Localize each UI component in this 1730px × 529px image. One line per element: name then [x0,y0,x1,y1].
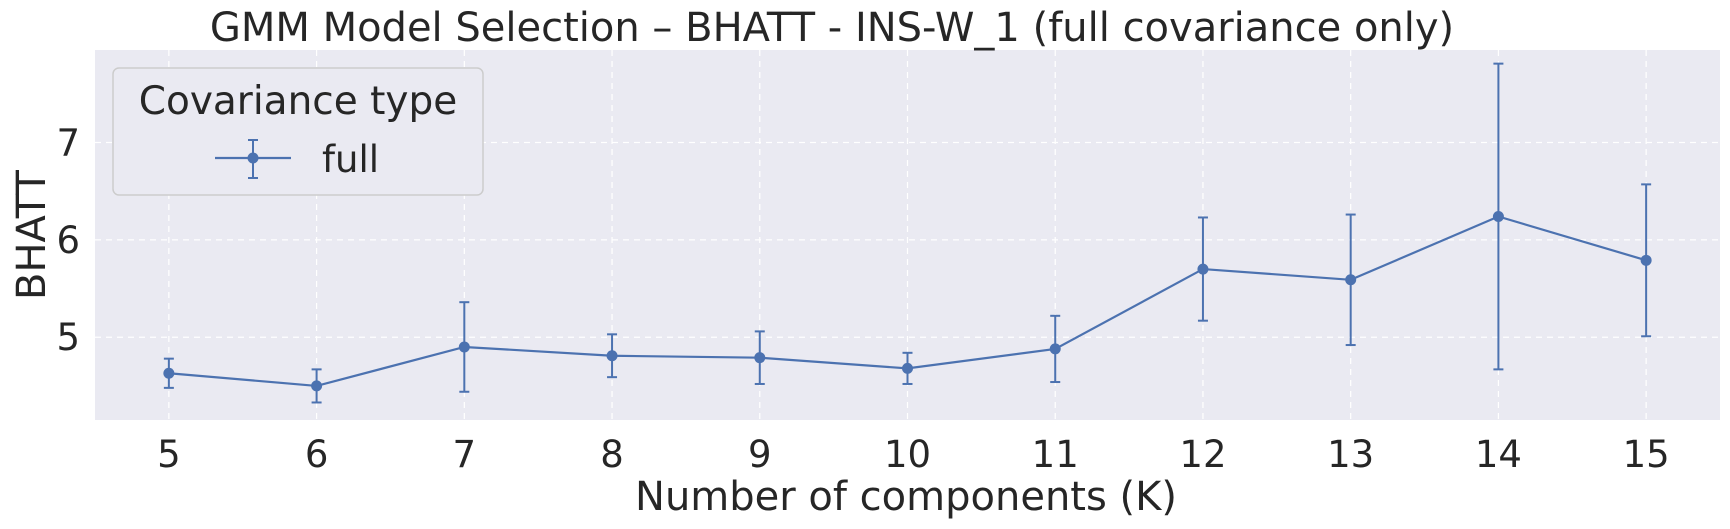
data-point [1492,211,1504,222]
legend-label-full: full [322,138,379,181]
x-tick-label: 15 [1623,433,1670,476]
x-tick-label: 5 [157,433,181,476]
x-tick-label: 8 [600,433,624,476]
data-point [1345,274,1357,286]
x-tick-label: 9 [748,433,772,476]
y-tick-label: 6 [56,219,80,262]
x-tick-label: 11 [1032,433,1079,476]
series-layer [163,62,1652,404]
chart-title: GMM Model Selection – BHATT - INS-W_1 (f… [210,5,1454,51]
data-point [311,380,323,392]
data-point [1049,343,1061,355]
x-tick-label: 10 [884,433,931,476]
legend-marker [247,152,259,164]
data-point [606,350,618,362]
x-axis-label: Number of components (K) [635,474,1177,520]
legend: Covariance type full [112,67,484,196]
x-tick-label: 7 [453,433,477,476]
x-tick-label: 6 [305,433,329,476]
x-tick-labels: 5 6 7 8 9 10 11 12 13 14 15 [157,433,1670,476]
data-point [1640,254,1652,266]
y-axis-label: BHATT [9,169,55,300]
legend-frame [112,67,484,196]
x-tick-label: 12 [1179,433,1226,476]
data-point [1197,263,1209,275]
y-tick-label: 7 [56,122,80,165]
legend-handle [215,139,291,179]
legend-title: Covariance type [139,79,458,124]
x-tick-label: 13 [1327,433,1374,476]
y-tick-labels: 5 6 7 [56,122,80,360]
data-point [163,367,175,379]
x-tick-label: 14 [1475,433,1522,476]
data-point [902,362,913,374]
data-point [458,341,470,353]
y-tick-label: 5 [56,316,80,359]
data-point [754,352,766,364]
